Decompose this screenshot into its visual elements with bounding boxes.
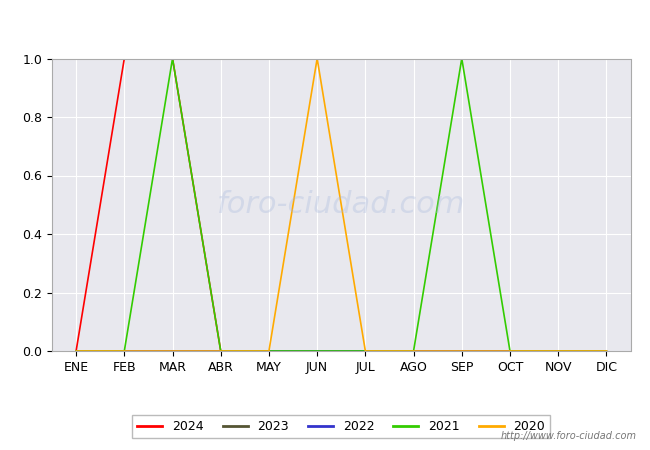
Text: http://www.foro-ciudad.com: http://www.foro-ciudad.com bbox=[501, 431, 637, 441]
Legend: 2024, 2023, 2022, 2021, 2020: 2024, 2023, 2022, 2021, 2020 bbox=[132, 415, 551, 438]
Text: Matriculaciones de Vehiculos en Cilleruelo de San Mamés: Matriculaciones de Vehiculos en Cillerue… bbox=[66, 18, 584, 36]
Text: foro-ciudad.com: foro-ciudad.com bbox=[217, 190, 465, 219]
